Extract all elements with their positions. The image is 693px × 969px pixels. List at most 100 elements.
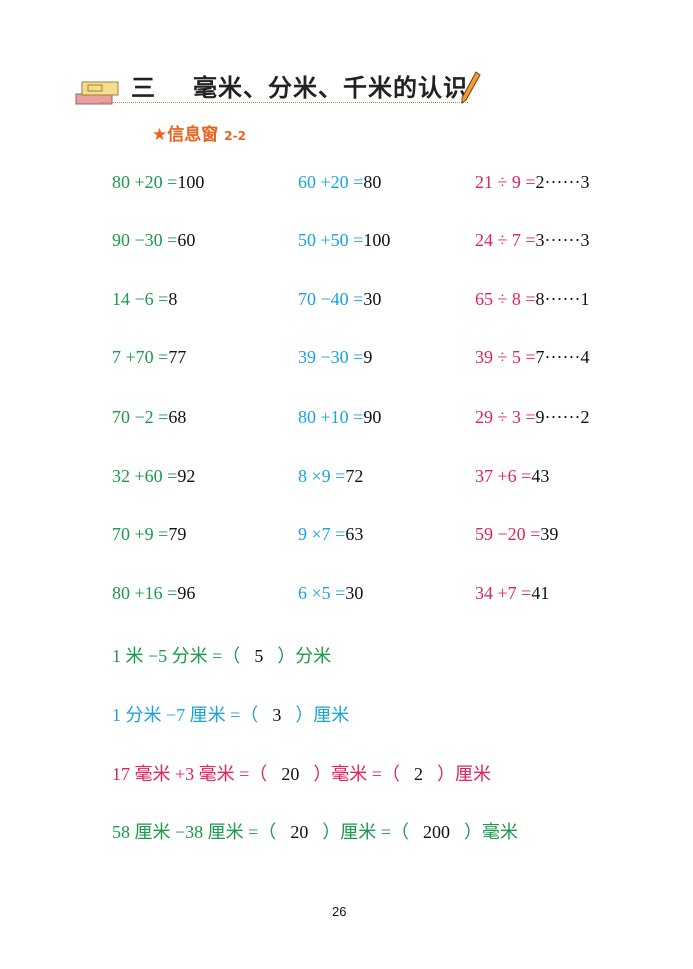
conversion-answer: 3 — [272, 705, 282, 725]
header-divider — [100, 102, 468, 103]
conversion-text: 1 分米 −7 厘米 =（ — [112, 705, 259, 725]
equation-answer: 41 — [531, 583, 550, 603]
star-icon: ★ — [152, 125, 168, 145]
equation-answer: 68 — [168, 407, 187, 427]
equation-answer: 9 — [363, 347, 373, 367]
books-icon — [75, 81, 119, 105]
unit-conversion: 17 毫米 +3 毫米 =（ 20 ）毫米 =（ 2 ）厘米 — [112, 760, 491, 786]
equation-question: 7 +70 = — [112, 347, 169, 367]
equation-answer: 2······3 — [535, 172, 590, 192]
equation-answer: 43 — [531, 466, 550, 486]
equation-answer: 90 — [363, 407, 382, 427]
equation: 34 +7 =41 — [475, 583, 549, 604]
equation: 60 +20 =80 — [298, 172, 381, 193]
section-code: 2-2 — [224, 129, 246, 143]
equation-answer: 3······3 — [535, 230, 590, 250]
equation: 6 ×5 =30 — [298, 583, 363, 604]
equation: 8 ×9 =72 — [298, 466, 363, 487]
equation-question: 37 +6 = — [475, 466, 532, 486]
equation: 80 +16 =96 — [112, 583, 195, 604]
equation-answer: 39 — [540, 524, 559, 544]
equation-question: 80 +20 = — [112, 172, 178, 192]
equation-answer: 79 — [168, 524, 187, 544]
equation-answer: 9······2 — [535, 407, 590, 427]
chapter-title: 毫米、分米、千米的认识 — [193, 74, 468, 102]
conversion-text: ）分米 — [277, 646, 332, 666]
equation-question: 70 −40 = — [298, 289, 364, 309]
equation: 70 −40 =30 — [298, 289, 381, 310]
conversion-answer: 5 — [254, 646, 264, 666]
equation: 90 −30 =60 — [112, 230, 195, 251]
equation: 7 +70 =77 — [112, 347, 186, 368]
pencil-icon — [461, 71, 481, 104]
conversion-text: ）厘米 — [295, 705, 350, 725]
conversion-text: ）厘米 =（ — [322, 822, 409, 842]
equation: 39 ÷ 5 =7······4 — [475, 347, 590, 368]
equation: 59 −20 =39 — [475, 524, 558, 545]
equation-question: 24 ÷ 7 = — [475, 230, 536, 250]
equation: 70 +9 =79 — [112, 524, 186, 545]
equation: 32 +60 =92 — [112, 466, 195, 487]
conversion-answer: 200 — [422, 822, 450, 842]
equation-question: 50 +50 = — [298, 230, 364, 250]
equation-question: 70 +9 = — [112, 524, 169, 544]
equation-answer: 72 — [345, 466, 364, 486]
equation-question: 29 ÷ 3 = — [475, 407, 536, 427]
equation-answer: 63 — [345, 524, 364, 544]
equation-question: 6 ×5 = — [298, 583, 346, 603]
equation-answer: 30 — [345, 583, 364, 603]
conversion-text: 17 毫米 +3 毫米 =（ — [112, 764, 268, 784]
conversion-text: ）厘米 — [436, 764, 491, 784]
equation-question: 59 −20 = — [475, 524, 541, 544]
equation-answer: 100 — [363, 230, 391, 250]
equation: 50 +50 =100 — [298, 230, 390, 251]
conversion-text: 58 厘米 −38 厘米 =（ — [112, 822, 277, 842]
unit-conversion: 58 厘米 −38 厘米 =（ 20 ）厘米 =（ 200 ）毫米 — [112, 818, 518, 844]
equation-question: 34 +7 = — [475, 583, 532, 603]
equation: 65 ÷ 8 =8······1 — [475, 289, 590, 310]
equation: 80 +10 =90 — [298, 407, 381, 428]
equation-answer: 8······1 — [535, 289, 590, 309]
equation-question: 14 −6 = — [112, 289, 169, 309]
equation-answer: 92 — [177, 466, 196, 486]
equation-question: 9 ×7 = — [298, 524, 346, 544]
section-title: 信息窗 — [167, 125, 219, 145]
conversion-text: ）毫米 =（ — [313, 764, 400, 784]
equation: 9 ×7 =63 — [298, 524, 363, 545]
equation: 14 −6 =8 — [112, 289, 177, 310]
section-heading: ★信息窗 2-2 — [152, 120, 246, 145]
equation-question: 39 −30 = — [298, 347, 364, 367]
equation-question: 8 ×9 = — [298, 466, 346, 486]
equation-answer: 96 — [177, 583, 196, 603]
conversion-text: 1 米 −5 分米 =（ — [112, 646, 241, 666]
equation-question: 65 ÷ 8 = — [475, 289, 536, 309]
equation-question: 80 +10 = — [298, 407, 364, 427]
equation-question: 60 +20 = — [298, 172, 364, 192]
equation: 29 ÷ 3 =9······2 — [475, 407, 590, 428]
equation-answer: 60 — [177, 230, 196, 250]
equation: 70 −2 =68 — [112, 407, 186, 428]
equation-question: 70 −2 = — [112, 407, 169, 427]
conversion-answer: 2 — [413, 764, 423, 784]
conversion-answer: 20 — [281, 764, 300, 784]
equation: 37 +6 =43 — [475, 466, 549, 487]
chapter-number: 三 — [131, 74, 155, 102]
equation-answer: 30 — [363, 289, 382, 309]
equation-question: 32 +60 = — [112, 466, 178, 486]
equation-answer: 80 — [363, 172, 382, 192]
conversion-answer: 20 — [290, 822, 309, 842]
equation-answer: 77 — [168, 347, 187, 367]
equation-answer: 7······4 — [535, 347, 590, 367]
unit-conversion: 1 米 −5 分米 =（ 5 ）分米 — [112, 642, 331, 668]
equation: 39 −30 =9 — [298, 347, 372, 368]
page-number: 26 — [332, 904, 347, 919]
equation-question: 39 ÷ 5 = — [475, 347, 536, 367]
equation: 80 +20 =100 — [112, 172, 204, 193]
unit-conversion: 1 分米 −7 厘米 =（ 3 ）厘米 — [112, 701, 349, 727]
equation-question: 21 ÷ 9 = — [475, 172, 536, 192]
equation-question: 80 +16 = — [112, 583, 178, 603]
equation-answer: 100 — [177, 172, 205, 192]
conversion-text: ）毫米 — [463, 822, 518, 842]
equation: 24 ÷ 7 =3······3 — [475, 230, 590, 251]
